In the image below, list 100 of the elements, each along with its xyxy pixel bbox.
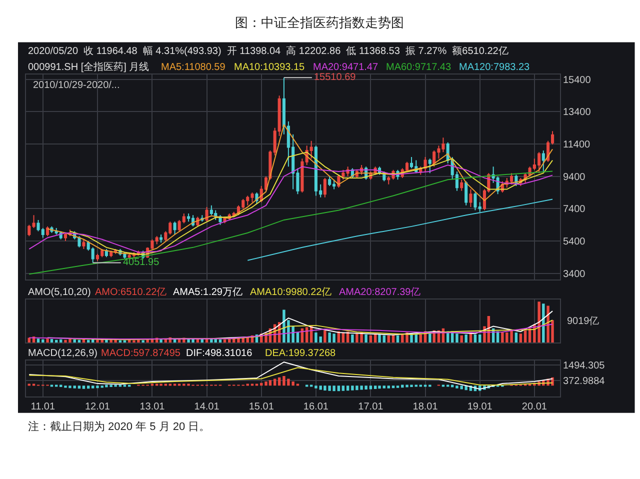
bar [351,334,354,343]
y-tick-label: 15400 [563,74,592,86]
bar [324,330,326,343]
line-series [28,164,554,253]
candlestick [474,192,477,211]
bar [73,339,76,343]
series-label: DEA:199.37268 [265,348,336,359]
text: MA20:9471.47 [313,62,378,73]
candlestick [323,177,326,198]
y-tick-label: 7400 [563,204,586,216]
bar [428,334,432,343]
y-tick-label: 1494.305 [563,360,606,372]
bar [378,386,381,389]
candlestick [46,226,50,237]
candlestick [82,238,86,250]
bar [264,381,268,386]
series-label: DIF:498.31016 [186,348,253,359]
bar [392,386,395,388]
bar [268,380,272,386]
y-tick-label: 5400 [563,236,586,248]
x-tick-label: 16.01 [303,402,329,413]
bar [46,338,49,343]
y-tick-label: 372.9884 [563,376,606,387]
y-tick-label: 11400 [563,140,591,151]
bar [374,386,377,389]
text: AMA5:1.29万亿 [173,287,242,298]
bar [364,334,368,343]
candlestick [469,188,472,208]
chart-subtitle: 2020/05/20 收 11964.48 幅 4.31%(493.93) 开 11398.04 高 12202.86 低 11368.53 振 7.27% 额6510.22亿 [28,45,508,57]
bar [82,386,86,389]
candlestick [282,77,286,135]
bar [456,334,458,343]
x-tick-label: 12.01 [84,402,110,413]
bar [460,335,463,343]
candlestick [424,156,427,172]
text: AMA10:9980.22亿 [250,287,332,298]
bar [273,378,276,386]
candlestick [110,250,113,258]
candlestick [410,156,414,169]
bar [42,339,44,343]
chart-title: MACD(12,26,9) [28,348,98,359]
text: MA120:7983.23 [459,62,530,73]
x-tick-label: 20.01 [522,402,548,413]
bar [524,330,527,343]
candlestick [210,204,213,216]
text: AMA20:8207.39亿 [339,287,421,298]
candlestick [28,224,31,237]
chart-title: AMO(5,10,20) [28,287,91,298]
candlestick [328,176,332,187]
bar [210,339,213,343]
line-series [247,198,554,261]
bar [91,386,94,388]
bar [369,386,372,390]
x-tick-label: 11.01 [30,402,56,413]
text: MA5:11080.59 [161,62,226,73]
text: MA10:10393.15 [234,62,306,73]
y-tick-label: 3400 [563,268,586,280]
bar [542,304,545,343]
bar [96,386,99,388]
candlestick [478,202,482,212]
x-tick-label: 19.01 [467,402,493,413]
x-tick-label: 17.01 [358,402,384,413]
candlestick [300,158,304,194]
annotation: 4051.95 [123,257,160,268]
bar [59,384,62,388]
x-tick-label: 18.01 [412,402,438,413]
bar [450,384,454,388]
annotation: 2010/10/29-2020/... [33,80,120,91]
candlestick [173,221,176,236]
line-series [28,170,554,275]
candlestick [155,236,158,245]
candlestick [464,180,468,206]
bar [346,386,350,391]
y-tick-label: 13400 [563,107,592,118]
x-tick-label: 13.01 [140,402,166,413]
candlestick [428,158,432,174]
bar [87,386,90,389]
candlestick [32,214,36,229]
candlestick [187,213,190,222]
bar [342,386,345,391]
line-series [28,367,554,386]
bar [96,340,99,343]
chart-title: 图：中证全指医药指数走势图 [235,15,404,30]
bar [387,386,390,388]
x-tick-label: 14.01 [194,402,220,413]
line-series [28,362,554,390]
text: 9019亿 [567,316,600,327]
line-series [47,124,554,256]
candlestick [542,150,545,172]
bar [78,386,81,389]
legend-title: 000991.SH [全指医药] 月线 [28,61,150,73]
bar [382,386,386,388]
x-tick-label: 15.01 [248,402,274,413]
y-tick-label: 9400 [563,172,586,183]
annotation: 15510.69 [314,72,356,83]
candlestick [205,206,208,222]
candlestick [78,236,81,248]
text: 注：截止日期为 2020 年 5 月 20 日。 [28,420,210,433]
text: MACD:597.87495 [101,348,181,359]
candlestick [160,234,163,244]
